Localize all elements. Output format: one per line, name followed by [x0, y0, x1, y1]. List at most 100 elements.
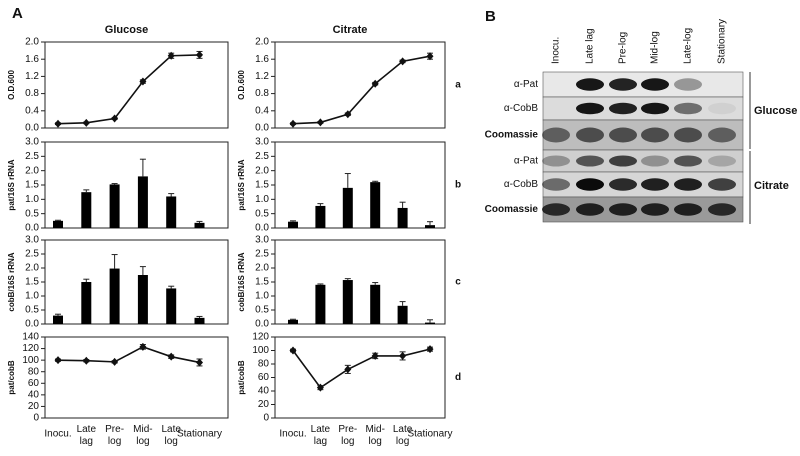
marker	[289, 119, 297, 128]
y-tick-label: 120	[22, 343, 39, 354]
lane-label: Inocu.	[551, 37, 562, 64]
y-tick-label: 1.6	[255, 54, 269, 65]
bar	[288, 221, 298, 228]
bar	[315, 205, 326, 228]
x-tick-label: Late lag	[311, 424, 331, 447]
y-tick-label: 0.8	[255, 88, 269, 99]
error-bar	[83, 189, 90, 193]
y-tick-label: 120	[252, 332, 269, 343]
error-bar	[55, 219, 61, 221]
x-tick-label: Stationary	[407, 429, 452, 440]
marker	[316, 383, 324, 392]
y-tick-label: 2.0	[255, 263, 269, 274]
y-tick-label: 2.0	[25, 37, 39, 48]
blot-band	[641, 102, 669, 115]
plot-frame	[274, 141, 446, 229]
error-bar	[290, 220, 296, 222]
blot-band	[708, 102, 736, 115]
blot-band	[674, 155, 702, 167]
bar	[370, 182, 381, 228]
blot-band	[674, 203, 702, 216]
y-axis-label: cobB/16S rRNA	[237, 252, 246, 311]
error-bar	[427, 221, 433, 226]
bar	[53, 220, 63, 228]
y-tick-label: 0.0	[255, 123, 269, 134]
plot-frame	[274, 41, 446, 129]
error-bar	[196, 315, 203, 318]
error-bar	[196, 220, 203, 223]
blot-band	[609, 78, 637, 91]
bar	[288, 319, 298, 324]
blot-band	[609, 155, 637, 167]
blot-band	[641, 78, 669, 91]
marker	[316, 118, 324, 127]
bar	[109, 268, 120, 324]
marker	[344, 365, 352, 374]
error-bar	[168, 285, 175, 289]
bar	[194, 222, 205, 228]
blot-band	[576, 178, 604, 191]
bar	[397, 207, 408, 228]
error-bar	[399, 201, 406, 208]
y-tick-label: 3.0	[25, 137, 39, 148]
bar	[425, 322, 435, 324]
y-tick-label: 0	[263, 413, 269, 424]
blot-band	[674, 178, 702, 191]
x-tick-label: Late lag	[77, 424, 97, 447]
bar	[109, 184, 120, 228]
x-tick-label: Mid-log	[365, 424, 384, 447]
row-label: α-Pat	[514, 79, 538, 90]
y-tick-label: 1.2	[25, 71, 39, 82]
y-axis-label: O.D.600	[237, 70, 246, 100]
y-tick-label: 1.0	[255, 291, 269, 302]
blot-band	[674, 127, 702, 143]
y-tick-label: 0.0	[255, 319, 269, 330]
marker	[111, 357, 119, 366]
y-tick-label: 0	[33, 413, 39, 424]
bar	[53, 315, 63, 324]
line	[292, 55, 431, 125]
y-tick-label: 20	[258, 399, 270, 410]
y-tick-label: 80	[258, 359, 270, 370]
y-tick-label: 60	[258, 372, 270, 383]
lane-label: Pre-log	[618, 32, 629, 64]
x-tick-label: Stationary	[177, 429, 222, 440]
marker	[139, 77, 147, 86]
blot-band	[708, 155, 736, 167]
bar	[315, 284, 326, 324]
y-tick-label: 1.6	[25, 54, 39, 65]
marker	[196, 358, 203, 367]
blot-band	[542, 178, 570, 191]
y-tick-label: 3.0	[255, 235, 269, 246]
marker	[399, 351, 407, 360]
y-tick-label: 0.0	[255, 223, 269, 234]
x-tick-label: Late log	[161, 424, 181, 447]
lane-label: Late-log	[683, 28, 694, 64]
y-tick-label: 2.5	[255, 151, 269, 162]
bar	[137, 176, 148, 228]
y-axis-label: O.D.600	[7, 70, 16, 100]
y-axis-label: cobB/16S rRNA	[7, 252, 16, 311]
y-tick-label: 1.5	[255, 180, 269, 191]
bar	[194, 317, 205, 324]
blot-band	[641, 127, 669, 143]
error-bar	[139, 266, 146, 275]
error-bar	[399, 301, 406, 306]
blot-band	[674, 102, 702, 115]
x-tick-label: Pre-log	[338, 424, 357, 447]
marker	[196, 50, 203, 59]
y-tick-label: 0.5	[25, 305, 39, 316]
y-tick-label: 1.5	[25, 277, 39, 288]
blot-band	[576, 102, 604, 115]
blot-band	[708, 203, 736, 216]
line	[57, 54, 200, 125]
plot-frame	[44, 336, 229, 419]
blot-band	[609, 127, 637, 143]
marker	[111, 114, 119, 123]
bar	[342, 280, 353, 324]
y-tick-label: 0.8	[25, 88, 39, 99]
error-bar	[427, 319, 433, 323]
blot-band	[609, 102, 637, 115]
y-tick-label: 20	[28, 401, 40, 412]
